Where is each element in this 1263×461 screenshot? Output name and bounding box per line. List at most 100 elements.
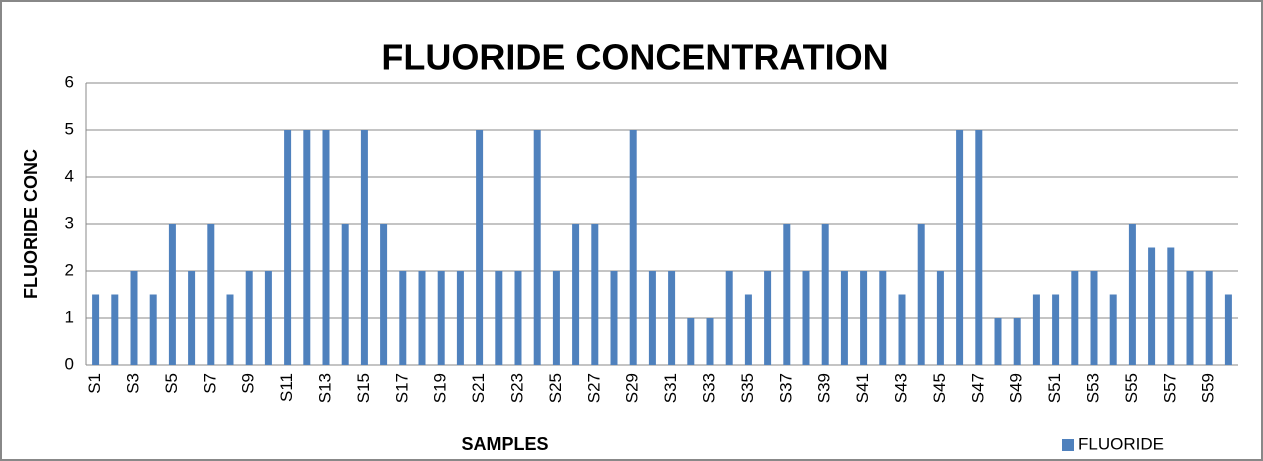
x-tick-label: S39: [815, 373, 834, 403]
bar: [533, 130, 541, 365]
bar: [994, 318, 1002, 365]
bar: [1128, 224, 1136, 365]
bar: [264, 271, 272, 365]
bar: [360, 130, 368, 365]
bar: [418, 271, 426, 365]
x-tick-label: S37: [776, 373, 795, 403]
y-tick-label: 1: [65, 307, 74, 326]
x-tick-label: S23: [507, 373, 526, 403]
y-tick-label: 4: [65, 166, 74, 185]
bar: [629, 130, 637, 365]
bar: [284, 130, 292, 365]
bar: [821, 224, 829, 365]
bar: [879, 271, 887, 365]
bar: [1052, 294, 1060, 365]
y-tick-label: 3: [65, 213, 74, 232]
bar: [1090, 271, 1098, 365]
bar: [783, 224, 791, 365]
x-tick-label: S55: [1122, 373, 1141, 403]
bar: [898, 294, 906, 365]
x-tick-label: S7: [200, 373, 219, 394]
bar: [956, 130, 964, 365]
x-tick-label: S15: [354, 373, 373, 403]
bar: [1071, 271, 1079, 365]
bar: [591, 224, 599, 365]
x-tick-label: S17: [392, 373, 411, 403]
x-tick-label: S25: [546, 373, 565, 403]
bar: [1109, 294, 1117, 365]
x-tick-label: S3: [123, 373, 142, 394]
chart-title: FLUORIDE CONCENTRATION: [381, 37, 888, 78]
x-tick-label: S57: [1160, 373, 1179, 403]
bar: [572, 224, 580, 365]
bar: [514, 271, 522, 365]
bar: [92, 294, 100, 365]
x-tick-label: S29: [623, 373, 642, 403]
x-tick-label: S13: [315, 373, 334, 403]
x-tick-label: S33: [699, 373, 718, 403]
x-tick-label: S19: [431, 373, 450, 403]
bar: [1148, 247, 1156, 365]
x-tick-label: S1: [85, 373, 104, 394]
x-tick-label: S51: [1045, 373, 1064, 403]
bar: [226, 294, 234, 365]
x-tick-label: S31: [661, 373, 680, 403]
x-tick-label: S45: [930, 373, 949, 403]
y-tick-label: 5: [65, 119, 74, 138]
x-tick-label: S21: [469, 373, 488, 403]
x-tick-label: S41: [853, 373, 872, 403]
x-tick-label: S9: [239, 373, 258, 394]
bar: [495, 271, 503, 365]
bar: [188, 271, 196, 365]
bar: [341, 224, 349, 365]
bar: [111, 294, 119, 365]
x-tick-label: S43: [891, 373, 910, 403]
x-tick-label: S47: [968, 373, 987, 403]
legend-label: FLUORIDE: [1078, 434, 1164, 453]
y-tick-label: 0: [65, 354, 74, 373]
bar: [1013, 318, 1021, 365]
bar: [706, 318, 714, 365]
bar: [1167, 247, 1175, 365]
bar: [840, 271, 848, 365]
legend-swatch: [1062, 439, 1074, 451]
bar: [764, 271, 772, 365]
bar: [725, 271, 733, 365]
bar: [245, 271, 253, 365]
bar: [936, 271, 944, 365]
x-tick-label: S35: [738, 373, 757, 403]
bar: [168, 224, 176, 365]
bar: [610, 271, 618, 365]
x-tick-label: S59: [1199, 373, 1218, 403]
bar: [917, 224, 925, 365]
bar: [149, 294, 157, 365]
bar: [860, 271, 868, 365]
bar: [1186, 271, 1194, 365]
bar: [744, 294, 752, 365]
bar: [1224, 294, 1232, 365]
bar: [648, 271, 656, 365]
y-axis-label: FLUORIDE CONC: [21, 149, 41, 299]
x-tick-label: S11: [277, 373, 296, 402]
y-tick-label: 2: [65, 260, 74, 279]
bar: [399, 271, 407, 365]
x-tick-label: S5: [162, 373, 181, 394]
bar: [1205, 271, 1213, 365]
bar: [322, 130, 330, 365]
bar: [687, 318, 695, 365]
bar: [130, 271, 138, 365]
bar: [975, 130, 983, 365]
bar: [552, 271, 560, 365]
x-tick-label: S53: [1083, 373, 1102, 403]
y-tick-label: 6: [65, 72, 74, 91]
bar: [802, 271, 810, 365]
bar: [476, 130, 484, 365]
bar: [380, 224, 388, 365]
bar: [456, 271, 464, 365]
bar: [437, 271, 445, 365]
x-tick-label: S27: [584, 373, 603, 403]
x-tick-label: S49: [1007, 373, 1026, 403]
bar: [1032, 294, 1040, 365]
